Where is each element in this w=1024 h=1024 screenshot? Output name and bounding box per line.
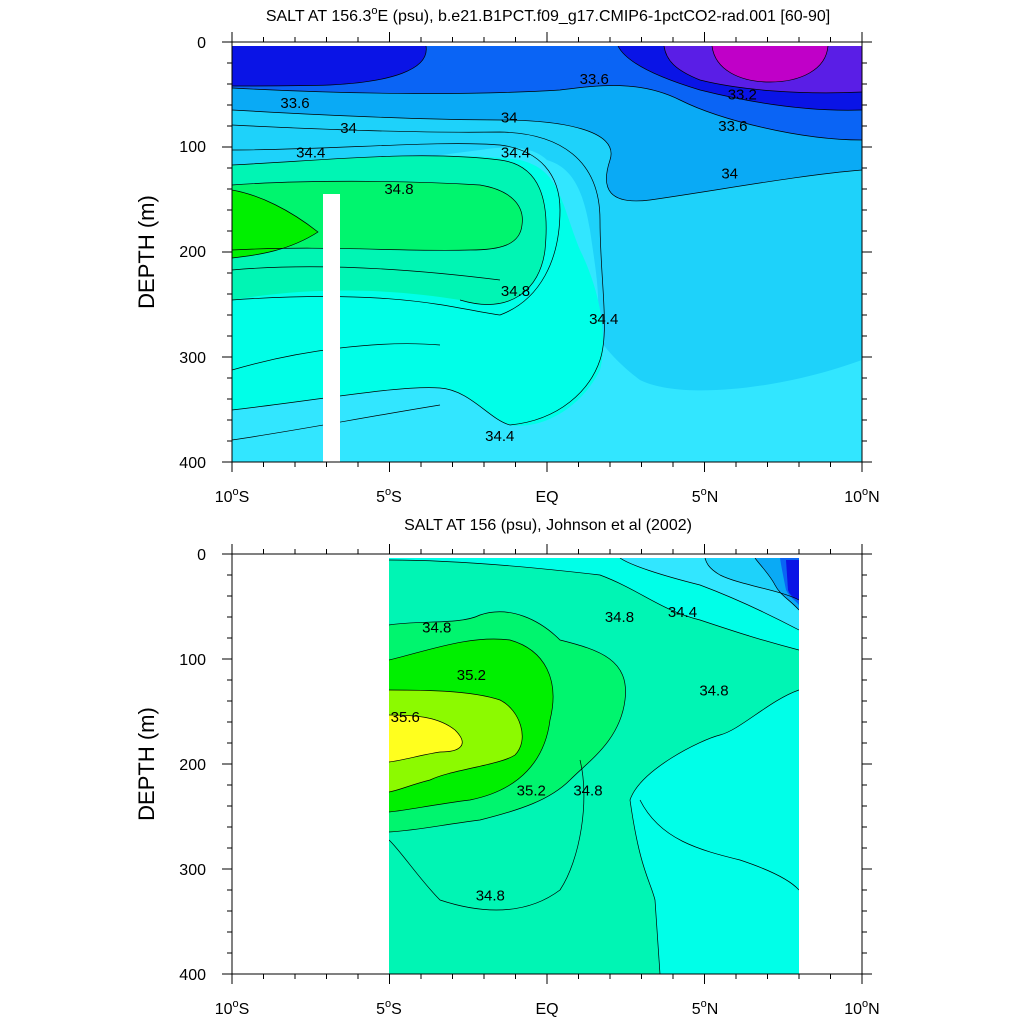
contour-label: 34.4	[501, 144, 530, 161]
xtick-label-bottom: 10oS	[215, 998, 250, 1018]
contour-labels-bottom: 34.8 34.8 34.4 35.2 34.8 35.6 35.2 34.8 34.8	[391, 604, 729, 905]
xtick-label-bottom: 10oN	[844, 998, 879, 1018]
ytick-label-bottom: 200	[179, 757, 206, 774]
fill-34.6-right	[630, 558, 799, 974]
contour-label: 34.8	[501, 283, 530, 300]
contour-label: 34	[721, 165, 738, 182]
contour-label: 34	[340, 120, 357, 137]
ytick-label-top: 400	[179, 455, 206, 472]
ytick-label-top: 300	[179, 350, 206, 367]
ytick-label-top: 100	[179, 139, 206, 156]
contour-label: 34.8	[422, 620, 451, 637]
fill-33.6-top	[786, 560, 799, 600]
contour-label: 34.8	[605, 609, 634, 626]
xtick-label-top: 10oS	[215, 486, 250, 506]
contour-label: 33.6	[280, 95, 309, 112]
ytick-label-bottom: 400	[179, 967, 206, 984]
ytick-label-top: 200	[179, 244, 206, 261]
contour-fill-bottom	[389, 558, 799, 974]
contour-label: 34.4	[296, 144, 325, 161]
xtick-label-top: 5oN	[692, 486, 719, 506]
xtick-label-top: 5oS	[376, 486, 402, 506]
contour-labels-top: 33.6 33.6 33.2 34 34 33.6 34.4 34.4 34 34.8 34.8 34…	[280, 71, 757, 445]
contour-lines-top	[232, 46, 862, 441]
xtick-label-bottom: 5oS	[376, 998, 402, 1018]
contour-label: 34.4	[668, 604, 697, 621]
panel-top: SALT AT 156.3oE (psu), b.e21.B1PCT.f09_g…	[134, 5, 880, 506]
contour-label: 35.2	[517, 782, 546, 799]
contour-label: 34.8	[476, 887, 505, 904]
contour-label: 34.4	[485, 428, 514, 445]
contour-label: 35.6	[391, 709, 420, 726]
xtick-label-bottom: 5oN	[692, 998, 719, 1018]
ytick-label-bottom: 0	[197, 547, 206, 564]
ytick-label-top: 0	[197, 35, 206, 52]
ytick-label-bottom: 300	[179, 862, 206, 879]
contour-lines-bottom	[389, 558, 799, 974]
contour-label: 34.8	[384, 181, 413, 198]
contour-label: 34.8	[573, 782, 602, 799]
xtick-label-top: EQ	[535, 489, 558, 506]
contour-label: 35.2	[457, 667, 486, 684]
xtick-label-top: 10oN	[844, 486, 879, 506]
fill-33.6	[232, 46, 427, 86]
tick-marks-top	[222, 32, 872, 472]
fill-33.2	[712, 46, 828, 82]
fill-35.2	[232, 190, 318, 258]
y-axis-bottom: 0 100 200 300 400	[179, 547, 206, 984]
missing-data-column-top	[323, 194, 340, 462]
fill-33.7-mid	[426, 46, 618, 84]
contour-label: 33.6	[580, 71, 609, 88]
tick-marks-bottom	[222, 544, 872, 984]
y-axis-top: 0 100 200 300 400	[179, 35, 206, 472]
y-axis-title-top: DEPTH (m)	[134, 195, 159, 309]
panel-title-top: SALT AT 156.3oE (psu), b.e21.B1PCT.f09_g…	[266, 5, 830, 25]
y-axis-title-bottom: DEPTH (m)	[134, 707, 159, 821]
contour-label: 34.4	[589, 311, 618, 328]
panel-title-bottom: SALT AT 156 (psu), Johnson et al (2002)	[404, 517, 692, 534]
x-axis-top: 10oS 5oS EQ 5oN 10oN	[215, 486, 880, 506]
fill-35.6-bottom	[389, 715, 463, 762]
contour-label: 33.2	[728, 87, 757, 104]
ytick-label-bottom: 100	[179, 652, 206, 669]
contour-label: 33.6	[718, 118, 747, 135]
x-axis-bottom: 10oS 5oS EQ 5oN 10oN	[215, 998, 880, 1018]
contour-label: 34.8	[699, 683, 728, 700]
contour-label: 34	[501, 110, 518, 127]
panel-bottom: SALT AT 156 (psu), Johnson et al (2002)	[134, 517, 880, 1018]
xtick-label-bottom: EQ	[535, 1001, 558, 1018]
